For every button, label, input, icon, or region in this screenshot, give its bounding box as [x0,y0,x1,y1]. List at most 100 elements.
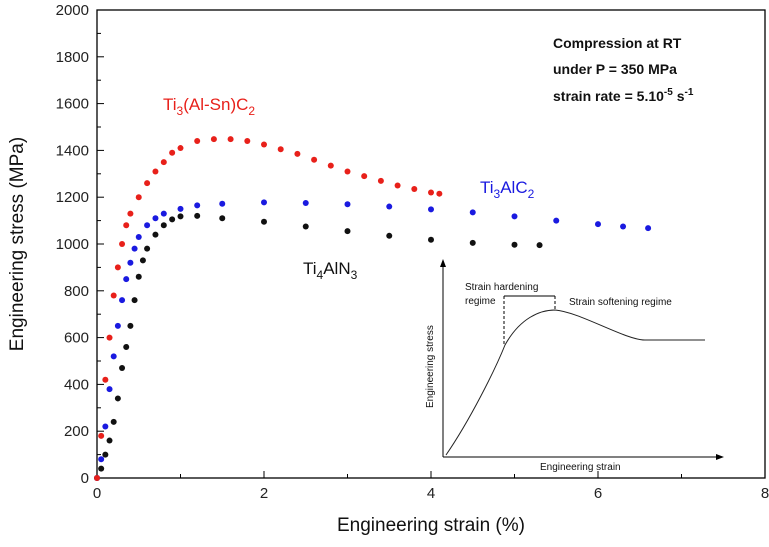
series-0-point-10 [144,180,151,187]
x-tick-label-0: 0 [93,485,101,502]
series-0-point-22 [311,156,318,163]
inset-y-arrow [440,259,446,267]
series-0-point-3 [106,334,113,341]
y-tick-label-7: 1400 [56,142,89,159]
series-1-point-26 [620,223,627,230]
series-0-point-21 [294,150,301,157]
series-2-point-21 [344,228,351,235]
series-1-point-15 [194,202,201,209]
series-0-point-5 [114,264,121,271]
inset-hardening-label-2: regime [465,296,496,307]
series-0-point-4 [110,292,117,299]
series-1-point-24 [553,217,560,224]
series-layer [94,136,652,481]
inset-hardening-label-1: Strain hardening [465,282,538,293]
series-1-point-8 [127,259,134,266]
series-1-point-13 [160,210,167,217]
series-2-point-14 [160,222,167,229]
series-label-ti3alsnc2: Ti3(Al-Sn)C2 [163,95,255,118]
series-1-point-23 [511,213,518,220]
series-1-point-16 [219,200,226,207]
series-2-point-19 [261,218,267,225]
series-1-point-14 [177,205,184,212]
series-0-point-24 [344,168,351,175]
series-1-point-2 [102,423,109,430]
y-axis-title: Engineering stress (MPa) [7,137,28,351]
series-0-point-16 [210,136,217,143]
series-1-point-22 [469,209,476,216]
series-1-point-11 [144,222,151,229]
series-2-point-8 [127,322,134,329]
series-2-point-9 [131,297,138,304]
series-0-point-2 [102,376,109,383]
inset-y-label: Engineering stress [425,325,436,408]
series-0-point-19 [261,141,267,148]
series-0-point-26 [377,177,384,184]
series-1-point-7 [123,276,130,283]
y-tick-label-2: 400 [64,376,89,393]
series-2-point-5 [114,395,121,402]
series-1-point-20 [386,203,393,210]
series-0-point-12 [160,159,167,166]
series-1-point-9 [131,245,138,252]
series-2 [94,212,543,481]
series-2-point-17 [194,212,201,219]
series-0-point-20 [277,146,284,153]
series-0-point-23 [327,162,334,169]
series-0-point-17 [227,136,234,143]
series-2-point-7 [123,343,130,350]
series-1-point-3 [106,386,113,393]
series-0-point-27 [394,182,401,189]
series-label-ti3alc2: Ti3AlC2 [480,178,535,201]
y-tick-label-5: 1000 [56,236,89,253]
inset-x-label: Engineering strain [540,462,621,473]
x-tick-label-4: 8 [761,485,769,502]
series-0-point-30 [436,190,443,197]
y-tick-label-4: 800 [64,283,89,300]
x-axis: 0 2 4 6 8 [93,471,769,502]
series-1-point-6 [119,297,126,304]
y-tick-label-3: 600 [64,330,89,347]
inset-schematic: Strain hardening regime Strain softening… [425,259,724,473]
series-2-point-1 [98,465,105,472]
x-tick-label-1: 2 [260,485,268,502]
series-2-point-20 [302,223,309,230]
series-2-point-23 [428,236,434,243]
series-0-point-28 [411,186,418,193]
series-1-point-10 [135,233,142,240]
series-1-point-17 [261,199,267,206]
series-2-point-15 [169,216,176,223]
y-tick-label-8: 1600 [56,96,89,113]
series-0-point-15 [194,138,201,145]
y-tick-label-1: 200 [64,423,89,440]
series-1-point-4 [110,353,117,360]
series-1-point-19 [344,201,351,208]
annotation-line-3: strain rate = 5.10-5 s-1 [553,87,694,104]
series-1-point-5 [114,322,121,329]
series-0-point-29 [428,189,434,196]
series-2-point-26 [536,242,543,249]
series-2-point-13 [152,231,159,238]
y-tick-label-9: 1800 [56,49,89,66]
series-0-point-0 [94,475,100,481]
inset-curve [445,309,705,456]
series-2-point-6 [119,365,126,372]
series-2-point-12 [144,245,151,252]
series-label-ti4aln3: Ti4AlN3 [303,259,358,282]
series-1-point-27 [645,225,652,232]
series-2-point-22 [386,232,393,239]
y-tick-label-10: 2000 [56,2,89,19]
series-0-point-13 [169,149,176,156]
series-0-point-1 [98,432,105,439]
series-2-point-4 [110,418,117,425]
series-2-point-25 [511,241,518,248]
series-0 [94,136,443,481]
x-tick-label-2: 4 [427,485,435,502]
series-1-point-18 [302,200,309,207]
series-0-point-18 [244,138,251,145]
series-1-point-25 [595,221,601,228]
series-2-point-24 [469,239,476,246]
series-0-point-8 [127,210,134,217]
series-1-point-21 [428,206,434,213]
